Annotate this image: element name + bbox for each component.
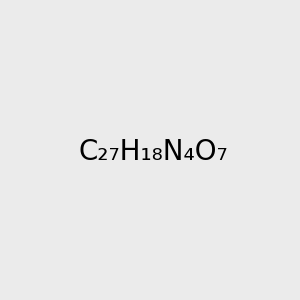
Text: C₂₇H₁₈N₄O₇: C₂₇H₁₈N₄O₇	[79, 137, 229, 166]
